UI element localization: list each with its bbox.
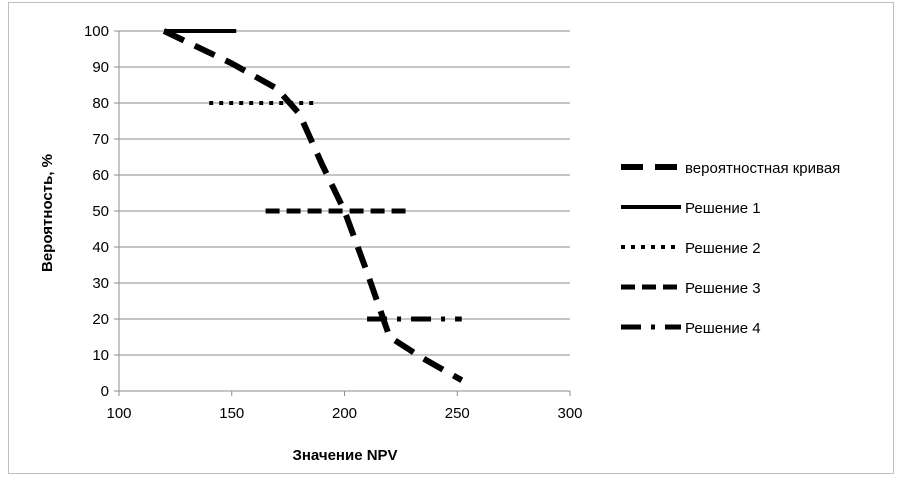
chart-frame: 0 10 20 30 40 50 60 70 80 90 100 100 150 200 250 300 Зн… (8, 2, 894, 474)
legend-entry: вероятностная кривая (621, 160, 840, 177)
y-tick-label: 30 (92, 275, 109, 292)
legend: вероятностная кривая Решение 1 Решение 2 Ре… (621, 160, 840, 337)
y-tick-label: 100 (84, 23, 109, 40)
y-tick-label: 20 (92, 311, 109, 328)
grid-lines (119, 30, 570, 356)
axes (114, 30, 571, 396)
y-tick-label: 70 (92, 131, 109, 148)
legend-entry: Решение 4 (621, 320, 761, 337)
legend-label: вероятностная кривая (685, 160, 840, 177)
legend-label: Решение 4 (685, 320, 761, 337)
y-axis-title: Вероятность, % (39, 154, 56, 272)
legend-entry: Решение 1 (621, 200, 761, 217)
x-tick-label: 150 (219, 405, 244, 422)
x-tick-label: 250 (445, 405, 470, 422)
x-axis-title: Значение NPV (292, 447, 397, 464)
x-tick-label: 200 (332, 405, 357, 422)
series-line-1 (162, 28, 464, 383)
series-lines (162, 28, 464, 383)
y-tick-label: 80 (92, 95, 109, 112)
y-tick-label: 0 (101, 383, 109, 400)
npv-probability-chart: 0 10 20 30 40 50 60 70 80 90 100 100 150 200 250 300 Зн… (39, 23, 840, 464)
x-tick-label: 100 (106, 405, 131, 422)
y-tick-label: 40 (92, 239, 109, 256)
legend-entry: Решение 3 (621, 280, 761, 297)
legend-label: Решение 2 (685, 240, 761, 257)
x-tick-label: 300 (557, 405, 582, 422)
y-tick-label: 10 (92, 347, 109, 364)
y-tick-label: 50 (92, 203, 109, 220)
legend-label: Решение 3 (685, 280, 761, 297)
y-tick-label: 90 (92, 59, 109, 76)
legend-entry: Решение 2 (621, 240, 761, 257)
y-tick-label: 60 (92, 167, 109, 184)
legend-label: Решение 1 (685, 200, 761, 217)
tick-labels: 0 10 20 30 40 50 60 70 80 90 100 100 150 200 250 300 (84, 23, 583, 422)
